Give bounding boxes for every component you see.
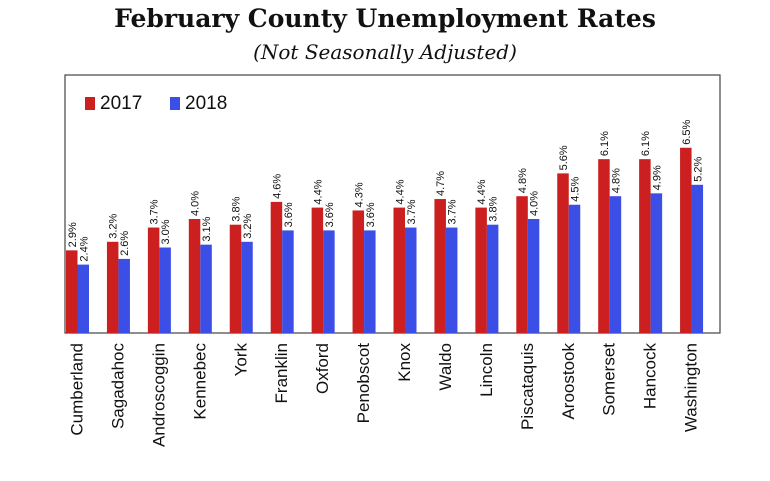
value-label-2017-washington: 6.5% bbox=[681, 119, 693, 144]
legend: 2017 2018 bbox=[85, 93, 227, 114]
value-label-2017-knox: 4.4% bbox=[394, 179, 406, 204]
category-label-penobscot: Penobscot bbox=[354, 343, 373, 424]
value-label-2018-sagadahoc: 2.6% bbox=[119, 231, 131, 256]
value-label-2017-franklin: 4.6% bbox=[271, 174, 283, 199]
category-label-androscoggin: Androscoggin bbox=[149, 343, 168, 447]
bar-2017-penobscot bbox=[352, 210, 365, 333]
category-label-hancock: Hancock bbox=[641, 343, 660, 410]
bar-2018-androscoggin bbox=[159, 247, 171, 333]
category-label-sagadahoc: Sagadahoc bbox=[108, 343, 127, 430]
value-label-2018-cumberland: 2.4% bbox=[78, 236, 90, 261]
legend-label-2018: 2018 bbox=[185, 93, 227, 114]
value-label-2018-hancock: 4.9% bbox=[651, 165, 663, 190]
bar-2017-androscoggin bbox=[147, 227, 160, 333]
value-label-2017-kennebec: 4.0% bbox=[190, 191, 202, 216]
value-label-2017-oxford: 4.4% bbox=[312, 179, 324, 204]
bar-2018-york bbox=[241, 241, 253, 333]
bar-2018-waldo bbox=[445, 227, 458, 333]
bar-2018-sagadahoc bbox=[118, 258, 130, 333]
category-label-lincoln: Lincoln bbox=[477, 343, 496, 397]
bar-2017-kennebec bbox=[188, 219, 201, 333]
bar-2017-knox bbox=[393, 207, 405, 333]
bar-2018-cumberland bbox=[77, 264, 89, 333]
bar-2018-oxford bbox=[323, 230, 335, 333]
bars-group bbox=[66, 147, 704, 333]
bar-2017-piscataquis bbox=[516, 196, 528, 333]
value-label-2018-penobscot: 3.6% bbox=[365, 202, 377, 227]
value-label-2018-washington: 5.2% bbox=[692, 157, 704, 182]
chart-subtitle: (Not Seasonally Adjusted) bbox=[253, 40, 517, 64]
category-label-franklin: Franklin bbox=[272, 343, 291, 403]
bar-2018-penobscot bbox=[364, 230, 376, 333]
bar-2017-franklin bbox=[270, 201, 283, 333]
value-label-2018-somerset: 4.8% bbox=[610, 168, 622, 193]
value-label-2017-york: 3.8% bbox=[231, 196, 243, 221]
category-label-somerset: Somerset bbox=[600, 343, 619, 416]
category-label-aroostook: Aroostook bbox=[559, 343, 578, 420]
plot-area-frame bbox=[64, 74, 721, 334]
category-label-oxford: Oxford bbox=[313, 343, 332, 394]
bar-2018-knox bbox=[405, 227, 417, 333]
value-label-2017-waldo: 4.7% bbox=[435, 171, 447, 196]
value-label-2018-androscoggin: 3.0% bbox=[160, 219, 172, 244]
value-label-2018-lincoln: 3.8% bbox=[488, 196, 500, 221]
category-label-waldo: Waldo bbox=[436, 343, 455, 391]
category-label-knox: Knox bbox=[395, 343, 414, 382]
bar-2018-lincoln bbox=[486, 224, 499, 333]
category-label-cumberland: Cumberland bbox=[68, 343, 87, 436]
bar-2018-franklin bbox=[282, 230, 294, 333]
value-label-2017-somerset: 6.1% bbox=[599, 131, 611, 156]
value-label-2017-penobscot: 4.3% bbox=[353, 182, 365, 207]
value-label-2017-sagadahoc: 3.2% bbox=[108, 214, 120, 239]
bar-2018-kennebec bbox=[200, 244, 212, 333]
value-label-2018-york: 3.2% bbox=[242, 214, 254, 239]
bar-2017-york bbox=[229, 224, 242, 333]
bar-2017-somerset bbox=[598, 159, 610, 333]
category-label-washington: Washington bbox=[682, 343, 701, 432]
value-label-2018-aroostook: 4.5% bbox=[570, 176, 582, 201]
value-label-2018-piscataquis: 4.0% bbox=[529, 191, 541, 216]
value-label-2017-hancock: 6.1% bbox=[640, 131, 652, 156]
bar-2018-washington bbox=[691, 184, 704, 333]
bar-2018-piscataquis bbox=[527, 219, 540, 333]
value-label-2018-knox: 3.7% bbox=[406, 199, 418, 224]
bar-2018-hancock bbox=[650, 193, 663, 333]
value-label-2017-aroostook: 5.6% bbox=[558, 145, 570, 170]
chart-title: February County Unemployment Rates bbox=[114, 4, 656, 33]
category-labels-group: Cumberland Sagadahoc Androscoggin Kennebec Y… bbox=[68, 343, 701, 447]
legend-swatch-2018 bbox=[170, 97, 180, 110]
legend-label-2017: 2017 bbox=[100, 93, 142, 114]
bar-2018-aroostook bbox=[568, 204, 581, 333]
legend-swatch-2017 bbox=[85, 97, 95, 110]
category-label-piscataquis: Piscataquis bbox=[518, 343, 537, 430]
bar-2018-somerset bbox=[609, 196, 622, 333]
value-label-2018-waldo: 3.7% bbox=[447, 199, 459, 224]
bar-2017-waldo bbox=[434, 199, 446, 333]
bar-2017-oxford bbox=[311, 207, 324, 333]
value-label-2018-oxford: 3.6% bbox=[324, 202, 336, 227]
value-label-2017-androscoggin: 3.7% bbox=[149, 199, 161, 224]
bar-2017-hancock bbox=[639, 159, 651, 333]
category-label-kennebec: Kennebec bbox=[190, 343, 209, 420]
value-label-2017-cumberland: 2.9% bbox=[67, 222, 79, 247]
value-labels-group: 2.9%2.4%3.2%2.6%3.7%3.0%4.0%3.1%3.8%3.2%… bbox=[67, 119, 705, 261]
value-label-2018-franklin: 3.6% bbox=[283, 202, 295, 227]
value-label-2017-piscataquis: 4.8% bbox=[517, 168, 529, 193]
bar-2017-sagadahoc bbox=[106, 241, 119, 333]
category-label-york: York bbox=[231, 343, 250, 377]
bar-2017-aroostook bbox=[557, 173, 569, 333]
bar-2017-washington bbox=[680, 147, 692, 333]
value-label-2018-kennebec: 3.1% bbox=[201, 216, 213, 241]
value-label-2017-lincoln: 4.4% bbox=[476, 179, 488, 204]
bar-2017-lincoln bbox=[475, 207, 487, 333]
bar-2017-cumberland bbox=[66, 250, 78, 333]
